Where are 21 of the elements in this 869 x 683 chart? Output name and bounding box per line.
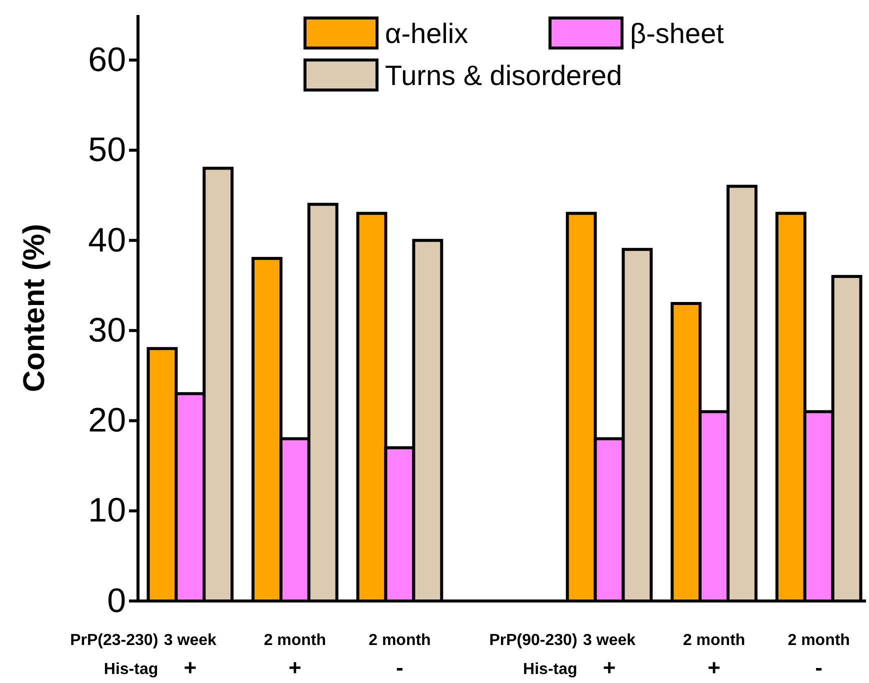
y-tick-label: 40	[88, 221, 126, 260]
y-tick-label: 10	[88, 492, 126, 530]
legend-label: Turns & disordered	[385, 60, 622, 91]
x-tick-label: 2 month -	[368, 632, 431, 680]
legend-label: α-helix	[385, 18, 468, 49]
y-tick-label: 0	[107, 582, 126, 620]
x-tick-label: 2 month +	[264, 632, 326, 680]
text: PrP(90-230)	[489, 632, 578, 649]
y-tick-label: 50	[88, 131, 126, 170]
x-tick-label: 3 week +	[164, 632, 216, 680]
x-tick-label: 2 month -	[788, 632, 850, 680]
x-tick-label: 3 week +	[583, 632, 636, 680]
legend-label: β-sheet	[630, 18, 724, 49]
text: PrP(23-230)	[70, 632, 158, 649]
y-tick-label: 60	[88, 40, 126, 79]
y-axis-title: Content (%)	[18, 224, 51, 392]
text: His-tag	[104, 661, 158, 678]
y-tick-label: 30	[88, 311, 126, 350]
y-tick-label: 20	[88, 402, 126, 440]
x-tick-label: 2 month +	[682, 632, 746, 680]
text: His-tag	[523, 661, 578, 678]
